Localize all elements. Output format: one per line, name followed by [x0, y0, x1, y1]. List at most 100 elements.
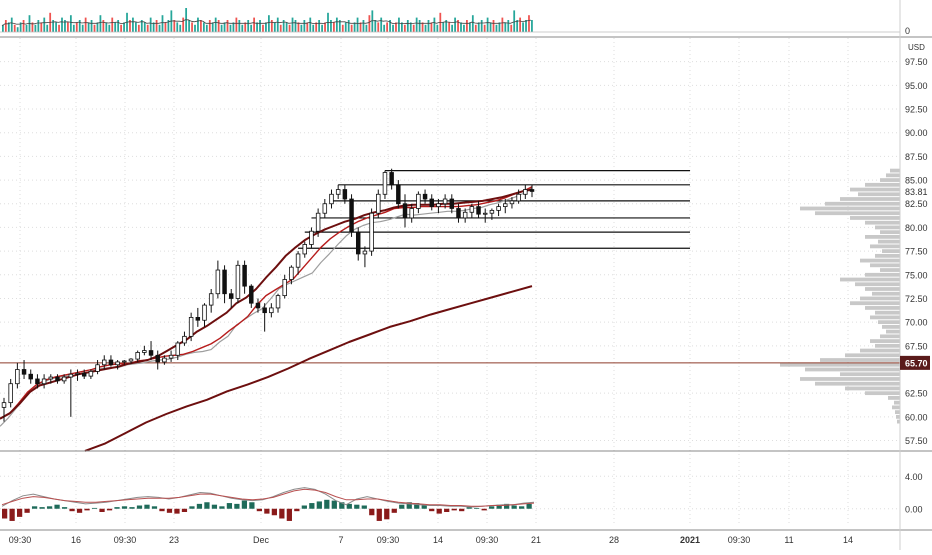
volume-profile-bar [805, 367, 900, 372]
volume-bar [471, 15, 474, 32]
volume-bar [259, 20, 261, 32]
oscillator-histogram-bar [24, 508, 30, 513]
volume-bar [2, 24, 4, 32]
candle-body [382, 172, 388, 195]
candle-body [523, 189, 528, 195]
oscillator-histogram-bar [286, 508, 292, 521]
candle-body [322, 203, 328, 214]
volume-bar [22, 20, 25, 32]
volume-profile-bar [860, 348, 900, 353]
volume-bar [164, 22, 167, 32]
candle-body [442, 198, 448, 205]
candle-body [476, 206, 481, 215]
time-tick-label: Dec [253, 535, 270, 545]
volume-bar [415, 17, 418, 32]
volume-bar [105, 22, 108, 32]
volume-bar [406, 20, 409, 32]
oscillator-histogram-bar [241, 500, 248, 509]
horizontal-levels[interactable] [0, 169, 900, 364]
volume-bar [16, 27, 19, 32]
price-axis[interactable]: USD 0 97.50 95.00 92.50 90.00 87.50 85.0083.8… [900, 26, 930, 514]
volume-profile-bar [875, 310, 900, 315]
time-tick-label: 14 [843, 535, 853, 545]
volume-bar [421, 22, 424, 32]
oscillator-histogram-bar [76, 508, 83, 513]
volume-bar [152, 22, 155, 32]
candle-body [516, 193, 521, 202]
volume-bar [300, 24, 303, 32]
candle-body [135, 352, 140, 360]
volume-bar [451, 24, 454, 32]
candle-body [295, 253, 301, 268]
volume-bar [291, 17, 294, 32]
candle-body [155, 354, 160, 363]
oscillator-histogram-bar [54, 504, 60, 509]
volume-bar [143, 22, 146, 32]
moving-averages [0, 186, 533, 452]
volume-bar [279, 24, 282, 32]
candle-body [215, 269, 221, 295]
volume-bar [498, 22, 501, 32]
volume-bar [200, 20, 202, 32]
oscillator-histogram-bar [354, 504, 360, 509]
candle-body [115, 361, 120, 366]
grid-lines [0, 38, 900, 525]
volume-bar [333, 22, 335, 32]
volume-bar [67, 22, 69, 32]
volume-bar [303, 20, 306, 32]
volume-bar [158, 24, 161, 32]
volume-bar [383, 24, 386, 32]
candle-body [335, 189, 341, 195]
volume-bar [132, 17, 134, 32]
volume-bar [202, 22, 205, 32]
volume-bar [34, 24, 37, 32]
volume-bar [69, 15, 72, 32]
oscillator-histogram-bar [99, 508, 105, 512]
price-tick-label: 80.00 [905, 223, 928, 233]
volume-bar [350, 24, 353, 32]
volume-bar [137, 24, 140, 32]
currency-label[interactable]: USD [908, 43, 925, 52]
volume-bar [99, 15, 102, 32]
volume-profile-bar [845, 353, 900, 358]
candle-body [416, 193, 421, 209]
oscillator-histogram-bar [211, 504, 218, 509]
volume-bar [338, 20, 341, 32]
oscillator-histogram-bar [46, 506, 53, 509]
time-axis[interactable]: 09:30 16 09:30 23 Dec 7 09:30 14 09:30 21 28 2021 09… [9, 535, 853, 545]
oscillator-histogram-bar [174, 508, 180, 514]
volume-bar [87, 22, 90, 32]
volume-profile-bar [850, 187, 900, 192]
oscillator-histogram-bar [144, 504, 150, 509]
volume-profile-bar [882, 324, 900, 329]
volume-bar [217, 20, 220, 32]
time-tick-label: 7 [338, 535, 343, 545]
volume-bar [430, 22, 433, 32]
price-tick-label: 87.50 [905, 152, 928, 162]
volume-bar [504, 22, 507, 32]
volume-bar [519, 17, 521, 32]
volume-bar [436, 24, 439, 32]
oscillator-histogram-bar [526, 503, 532, 509]
volume-profile-bar [820, 358, 900, 362]
volume-bar [395, 22, 397, 32]
oscillator-histogram-bar [474, 507, 480, 509]
price-tick-label: 65.70 [905, 358, 928, 368]
volume-bar [61, 17, 63, 32]
candle-body [122, 360, 127, 363]
oscillator-histogram-bar [496, 504, 502, 509]
candle-body [249, 285, 254, 304]
volume-profile-bar [878, 239, 900, 244]
oscillator-histogram-bar [219, 506, 225, 509]
volume-profile-bar [865, 235, 900, 239]
volume-profile-bar [865, 306, 900, 310]
candle-body [456, 208, 461, 219]
oscillator-histogram-bar [204, 502, 210, 509]
volume-profile [780, 168, 900, 424]
candle-body [21, 369, 27, 375]
volume-bar [211, 22, 214, 32]
candle-body [529, 189, 535, 192]
time-tick-label: 2021 [680, 535, 700, 545]
